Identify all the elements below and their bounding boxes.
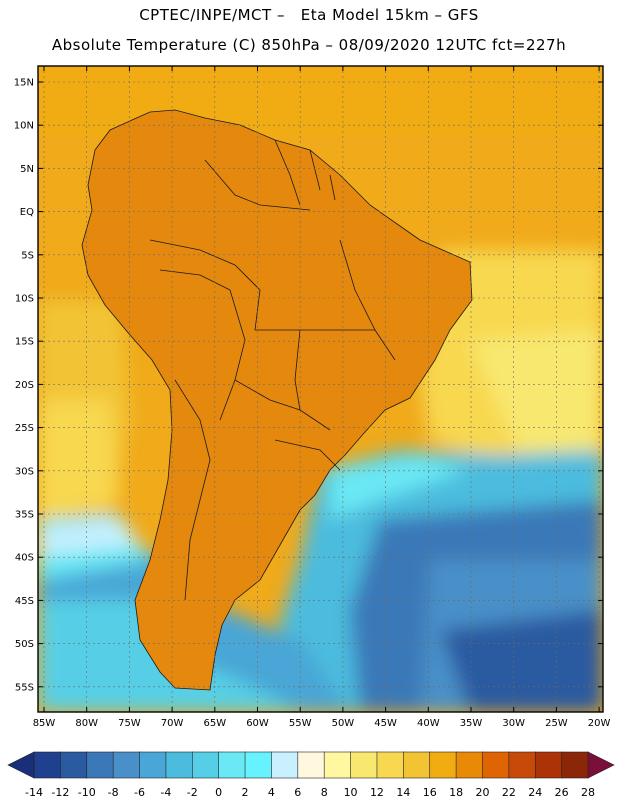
- lon-tick-label: 20W: [588, 718, 611, 729]
- lon-tick-label: 60W: [246, 718, 269, 729]
- lon-tick-label: 55W: [289, 718, 312, 729]
- colorbar-label: 26: [555, 786, 569, 799]
- lon-tick-label: 70W: [161, 718, 184, 729]
- longitude-axis: 85W 80W 75W 70W 65W 60W 55W 50W 45W 40W 35W 30W 25W 2…: [33, 66, 611, 729]
- lat-tick-label: 5N: [20, 164, 34, 175]
- colorbar-label: 28: [581, 786, 595, 799]
- lon-tick-label: 30W: [502, 718, 525, 729]
- colorbar-swatch: [191, 751, 220, 779]
- lat-tick-label: 55S: [15, 682, 34, 693]
- lat-tick-label: 30S: [15, 466, 34, 477]
- lat-tick-label: 10N: [14, 121, 34, 132]
- colorbar-swatch: [112, 751, 141, 779]
- lat-tick-label: 20S: [15, 380, 34, 391]
- lon-tick-label: 80W: [75, 718, 98, 729]
- lat-tick-label: 25S: [15, 423, 34, 434]
- colorbar-label: -10: [78, 786, 96, 799]
- colorbar-label: -6: [134, 786, 145, 799]
- lon-tick-label: 50W: [332, 718, 355, 729]
- lat-tick-label: 40S: [15, 553, 34, 564]
- colorbar-label: -12: [51, 786, 69, 799]
- lat-tick-label: EQ: [20, 207, 34, 218]
- chart-title-line1: CPTEC/INPE/MCT – Eta Model 15km – GFS: [139, 6, 479, 24]
- latitude-axis: 15N 10N 5N EQ 5S 10S 15S 20S 25S 30S 35S 40S 45S 50S 5…: [14, 78, 603, 693]
- colorbar-swatch: [218, 751, 246, 779]
- colorbar-swatch: [534, 751, 563, 779]
- colorbar-label: 10: [344, 786, 358, 799]
- colorbar-swatch: [244, 751, 273, 779]
- lon-tick-label: 35W: [460, 718, 483, 729]
- colorbar-label: 14: [396, 786, 410, 799]
- ocean-gradients: [38, 250, 603, 712]
- colorbar-label: 22: [502, 786, 516, 799]
- colorbar-label: 6: [294, 786, 301, 799]
- grid-lines: [38, 66, 603, 712]
- colorbar-swatch: [33, 751, 62, 779]
- colorbar-label: 2: [242, 786, 249, 799]
- chart-title-line2: Absolute Temperature (C) 850hPa – 08/09/…: [51, 36, 567, 54]
- colorbar: -14 -12 -10 -8 -6 -4 -2 0 2 4 6 8 10 12 14 16 18 20 22 24 26…: [7, 751, 615, 799]
- colorbar-label: 24: [528, 786, 542, 799]
- colorbar-label: -14: [25, 786, 43, 799]
- lat-tick-label: 10S: [15, 294, 34, 305]
- country-borders: [81, 109, 473, 691]
- colorbar-label: 18: [449, 786, 463, 799]
- colorbar-left-arrow: [7, 751, 35, 779]
- colorbar-label: 20: [475, 786, 489, 799]
- temperature-field: [38, 66, 603, 712]
- lon-tick-label: 85W: [33, 718, 56, 729]
- lon-tick-label: 40W: [417, 718, 440, 729]
- lon-tick-label: 75W: [118, 718, 141, 729]
- colorbar-label: 0: [215, 786, 222, 799]
- lat-tick-label: 15N: [14, 78, 34, 89]
- colorbar-right-arrow: [587, 751, 615, 779]
- colorbar-swatch: [429, 751, 457, 779]
- lon-tick-label: 25W: [545, 718, 568, 729]
- colorbar-swatch: [350, 751, 378, 779]
- colorbar-swatch: [508, 751, 537, 779]
- colorbar-label: -2: [187, 786, 198, 799]
- colorbar-swatch: [139, 751, 167, 779]
- colorbar-swatch: [403, 751, 431, 779]
- colorbar-swatch: [86, 751, 114, 779]
- colorbar-swatch: [60, 751, 88, 779]
- lon-tick-label: 65W: [203, 718, 226, 729]
- colorbar-swatch: [482, 751, 510, 779]
- colorbar-swatch: [561, 751, 589, 779]
- colorbar-swatch: [455, 751, 484, 779]
- colorbar-swatch: [376, 751, 405, 779]
- colorbar-swatch: [271, 751, 299, 779]
- lat-tick-label: 35S: [15, 510, 34, 521]
- colorbar-swatch: [323, 751, 352, 779]
- colorbar-label: 16: [423, 786, 437, 799]
- lat-tick-label: 15S: [15, 337, 34, 348]
- lat-tick-label: 5S: [21, 250, 34, 261]
- colorbar-label: 8: [321, 786, 328, 799]
- lon-tick-label: 45W: [374, 718, 397, 729]
- lat-tick-label: 50S: [15, 639, 34, 650]
- colorbar-swatch: [297, 751, 325, 779]
- colorbar-swatch: [165, 751, 194, 779]
- lat-tick-label: 45S: [15, 596, 34, 607]
- colorbar-label: 4: [268, 786, 275, 799]
- colorbar-label: 12: [370, 786, 384, 799]
- map-frame: [37, 65, 604, 713]
- colorbar-label: -8: [108, 786, 119, 799]
- colorbar-label: -4: [160, 786, 171, 799]
